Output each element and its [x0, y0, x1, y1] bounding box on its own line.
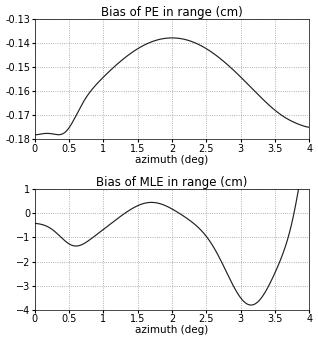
Title: Bias of MLE in range (cm): Bias of MLE in range (cm) [96, 176, 248, 189]
X-axis label: azimuth (deg): azimuth (deg) [135, 155, 209, 165]
X-axis label: azimuth (deg): azimuth (deg) [135, 325, 209, 336]
Title: Bias of PE in range (cm): Bias of PE in range (cm) [101, 5, 243, 18]
